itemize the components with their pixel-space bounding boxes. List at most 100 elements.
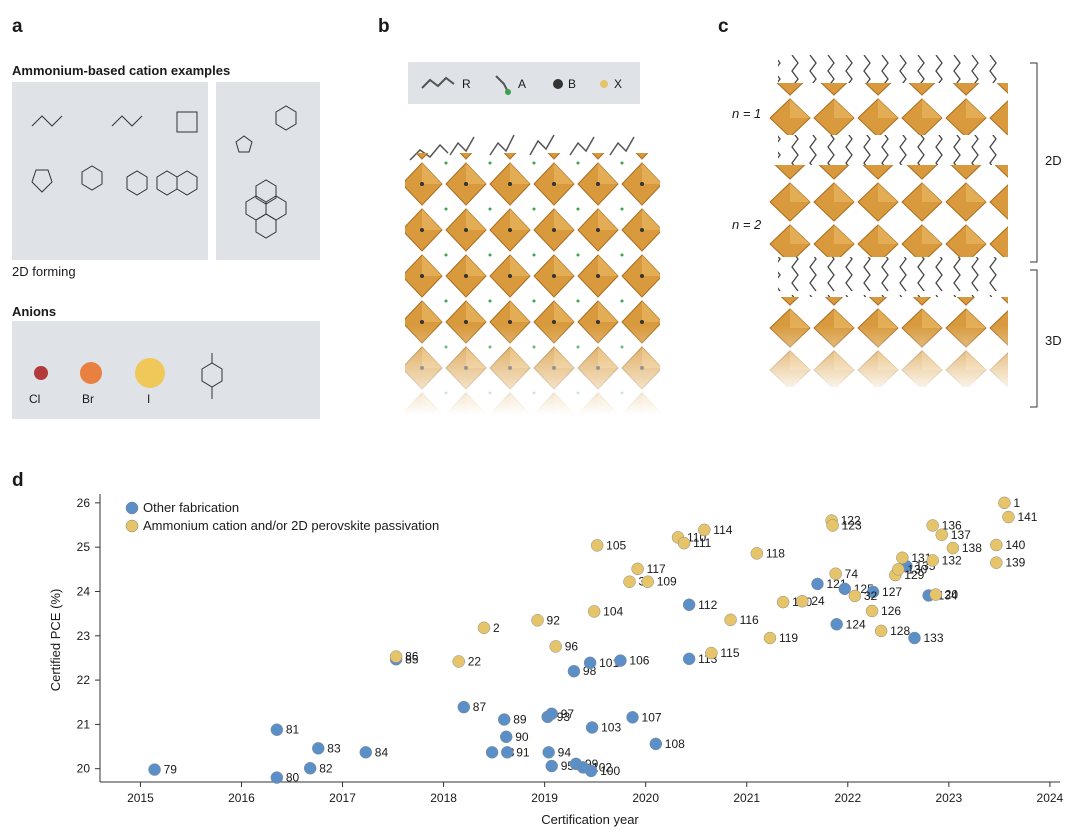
point-label: 126 <box>881 604 901 618</box>
point-other <box>485 746 499 759</box>
x-tick-label: 2018 <box>430 791 457 805</box>
point-label: 129 <box>904 568 924 582</box>
point-ammonium <box>531 614 544 627</box>
point-ammonium <box>935 528 949 542</box>
point-ammonium <box>1002 510 1015 524</box>
point-other <box>584 764 598 778</box>
point-label: 122 <box>841 514 861 528</box>
point-label: 32 <box>864 589 878 603</box>
point-label: 105 <box>606 538 626 552</box>
point-ammonium <box>865 604 879 618</box>
structure-legend-content: R A B X <box>421 75 622 95</box>
x-axis-label: Certification year <box>541 812 639 827</box>
x-tick-label: 2015 <box>127 791 154 805</box>
point-label: 84 <box>375 745 389 759</box>
legend-marker <box>125 519 139 533</box>
point-ammonium <box>874 624 888 638</box>
point-label: 127 <box>882 585 902 599</box>
point-label: 20 <box>945 588 959 602</box>
legend-r: R <box>462 77 471 91</box>
panel-label-c: c <box>718 16 729 37</box>
point-ammonium <box>990 556 1003 569</box>
anion-i-label: I <box>147 392 150 406</box>
point-label: 111 <box>693 536 712 550</box>
point-ammonium <box>763 631 777 645</box>
point-other <box>270 723 284 736</box>
point-other <box>585 721 599 734</box>
bromide-sphere <box>80 362 102 384</box>
point-label: 87 <box>473 700 487 714</box>
point-other <box>545 759 558 773</box>
point-label: 82 <box>319 761 333 775</box>
point-label: 96 <box>565 639 579 653</box>
legend-marker <box>125 501 139 515</box>
point-label: 90 <box>515 730 529 744</box>
chart-legend: Other fabrication Ammonium cation and/or … <box>125 500 439 533</box>
point-label: 138 <box>962 541 982 555</box>
point-ammonium <box>641 575 654 588</box>
point-label: 81 <box>286 723 300 737</box>
x-tick-label: 2016 <box>228 791 255 805</box>
n1-label: n = 1 <box>732 106 762 121</box>
legend-entry: Other fabrication <box>143 500 239 515</box>
point-ammonium <box>926 554 939 567</box>
point-label: 136 <box>942 518 962 532</box>
panel-label-d: d <box>12 470 24 491</box>
point-ammonium <box>929 588 942 601</box>
point-label: 2 <box>493 621 500 635</box>
point-label: 106 <box>629 654 649 668</box>
point-other <box>567 664 581 678</box>
point-label: 123 <box>842 518 862 532</box>
cation-box-right <box>216 82 320 260</box>
point-other <box>270 771 284 784</box>
point-label: 118 <box>766 546 785 560</box>
cation-header: Ammonium-based cation examples <box>12 63 231 78</box>
point-label: 94 <box>558 745 572 759</box>
point-label: 89 <box>513 713 527 727</box>
point-other <box>303 762 317 775</box>
point-other <box>499 730 513 744</box>
y-tick-label: 20 <box>77 762 91 776</box>
point-label: 119 <box>779 631 798 645</box>
point-other <box>649 737 663 751</box>
point-label: 85 <box>405 652 419 666</box>
x-tick-label: 2023 <box>935 791 962 805</box>
point-label: 91 <box>516 745 530 759</box>
x-tick-label: 2021 <box>733 791 760 805</box>
point-ammonium <box>587 605 601 618</box>
dim-2d-label: 2D <box>1045 153 1062 168</box>
point-label: 93 <box>557 710 571 724</box>
chart-points: 7981808283848587888990919397949598991021… <box>148 496 1038 785</box>
anion-cl-label: Cl <box>29 392 40 406</box>
point-label: 22 <box>468 654 482 668</box>
point-label: 92 <box>547 613 561 627</box>
point-label: 1 <box>1013 496 1020 510</box>
y-tick-label: 26 <box>77 496 91 510</box>
point-label: 114 <box>713 523 732 537</box>
point-label: 141 <box>1017 510 1037 524</box>
point-label: 86 <box>405 650 419 664</box>
point-label: 112 <box>698 598 717 612</box>
point-other <box>359 746 373 759</box>
point-ammonium <box>946 541 960 555</box>
dimension-brackets: 2D 3D <box>1030 62 1062 408</box>
point-label: 83 <box>327 741 341 755</box>
point-other <box>148 763 161 776</box>
x-tick-label: 2022 <box>834 791 861 805</box>
point-other <box>583 656 597 670</box>
point-other <box>908 631 921 645</box>
point-label: 100 <box>600 764 620 778</box>
legend-b: B <box>568 77 576 91</box>
dim-3d-label: 3D <box>1045 333 1062 348</box>
point-other <box>811 577 824 591</box>
y-tick-label: 24 <box>77 584 91 598</box>
point-ammonium <box>477 621 491 635</box>
point-label: 80 <box>286 771 300 785</box>
y-axis-label: Certified PCE (%) <box>48 589 63 692</box>
point-ammonium <box>452 655 465 668</box>
point-label: 128 <box>890 624 910 638</box>
anion-box: Cl Br I <box>12 321 320 419</box>
y-tick-label: 25 <box>77 540 91 554</box>
point-ammonium <box>829 567 842 581</box>
point-label: 140 <box>1005 538 1025 552</box>
